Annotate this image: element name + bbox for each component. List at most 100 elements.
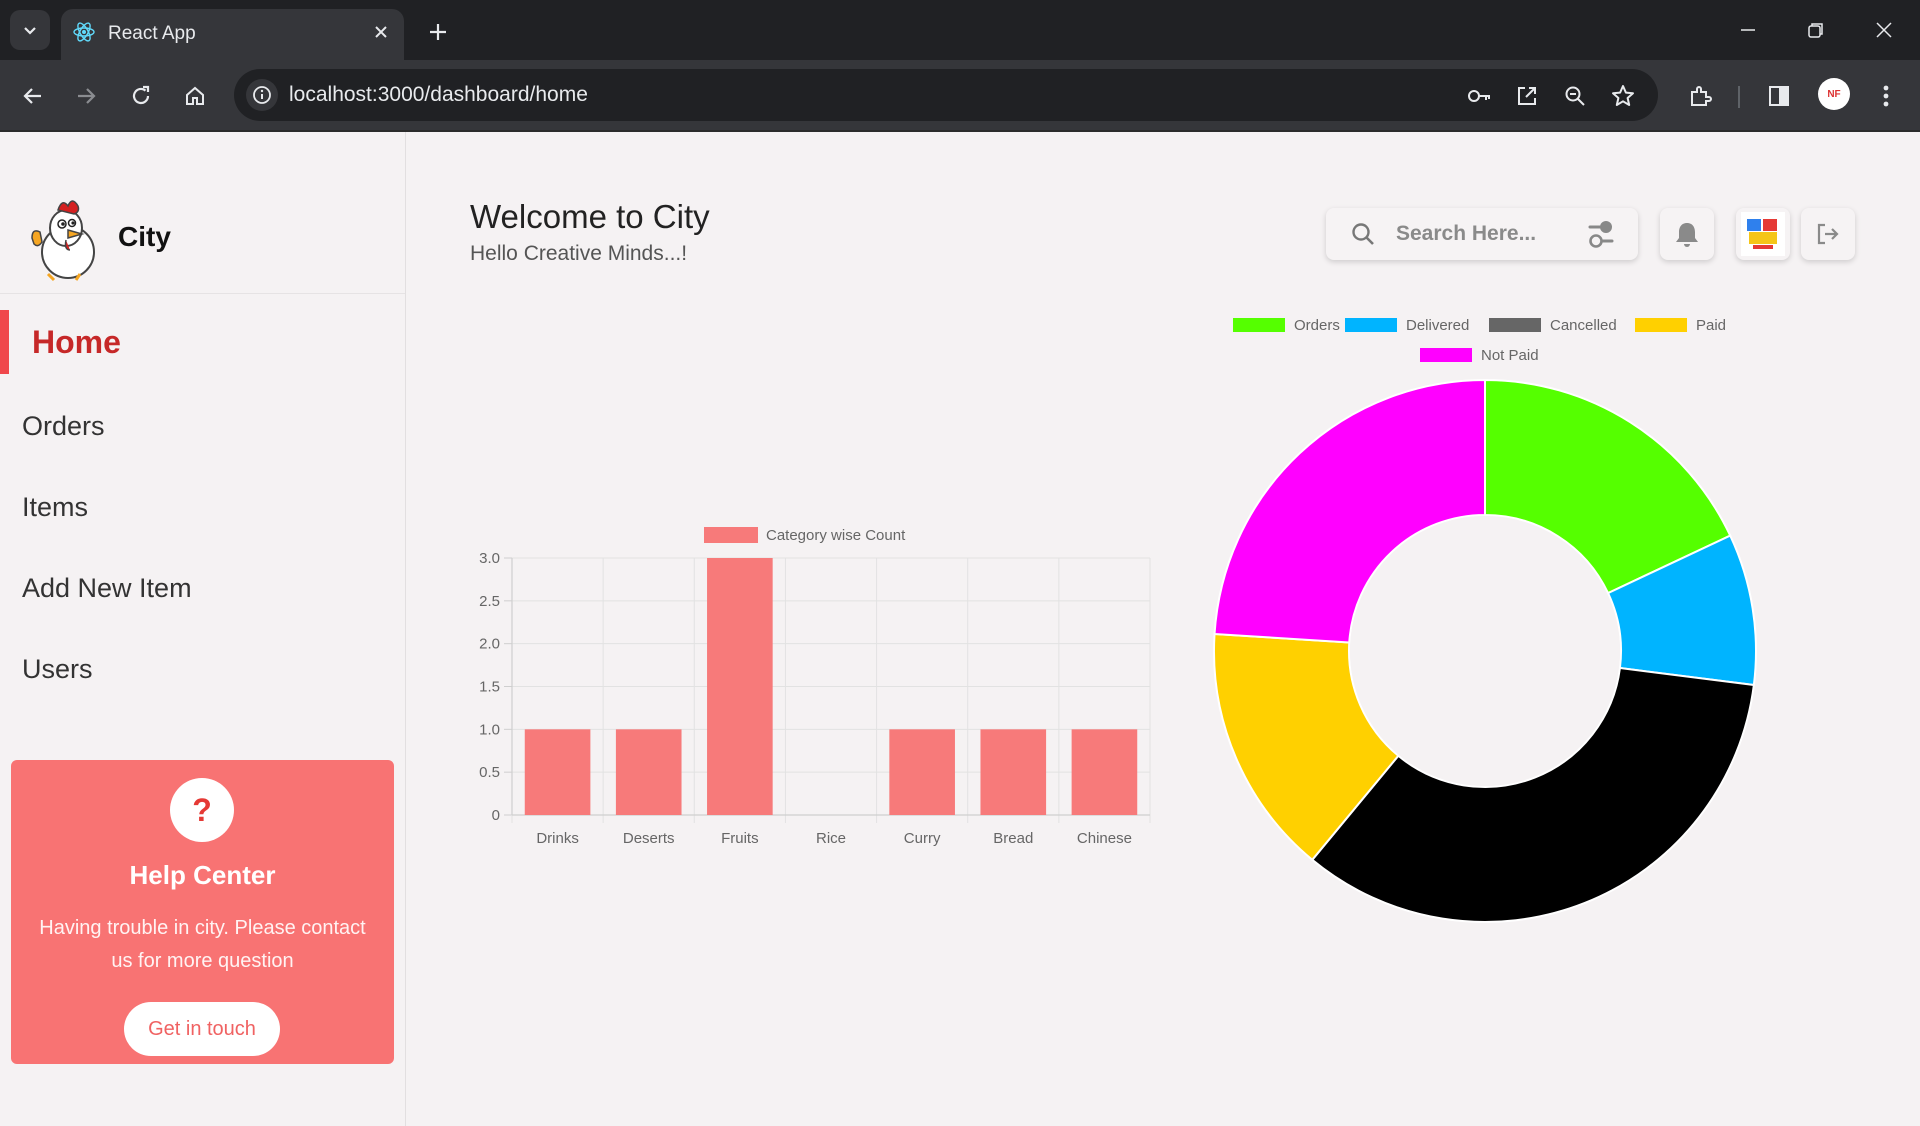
filter-icon[interactable]: [1586, 218, 1616, 250]
legend-label: Cancelled: [1550, 317, 1617, 334]
brand-name: City: [118, 221, 171, 252]
legend-label: Not Paid: [1481, 347, 1539, 364]
forward-icon[interactable]: [66, 76, 106, 116]
sidebar-item-label: Users: [22, 653, 93, 684]
get-in-touch-button[interactable]: Get in touch: [124, 1002, 280, 1056]
help-title: Help Center: [129, 860, 276, 890]
menu-kebab-icon[interactable]: [1866, 76, 1906, 116]
sidebar: City Home Orders Items Add New Item User…: [0, 132, 406, 1126]
logout-button[interactable]: [1801, 208, 1855, 260]
open-external-icon[interactable]: [1512, 81, 1542, 111]
x-tick-label: Deserts: [623, 830, 675, 847]
page-subtitle: Hello Creative Minds...!: [470, 242, 688, 265]
bar: [707, 558, 773, 815]
x-tick-label: Chinese: [1077, 830, 1132, 847]
side-panel-icon[interactable]: [1759, 76, 1799, 116]
restore-icon[interactable]: [1796, 12, 1836, 48]
close-window-icon[interactable]: [1864, 12, 1904, 48]
home-icon[interactable]: [175, 76, 215, 116]
bar: [889, 729, 955, 815]
divider: [0, 293, 405, 294]
extensions-icon[interactable]: [1680, 76, 1720, 116]
sidebar-item-add-new-item[interactable]: Add New Item: [0, 556, 405, 620]
doughnut-slice: [1484, 378, 1732, 595]
toolbar-divider: [1738, 86, 1740, 108]
address-bar[interactable]: localhost:3000/dashboard/home: [234, 69, 1658, 121]
rooster-logo-icon: [31, 200, 95, 282]
sidebar-item-label: Home: [32, 323, 121, 360]
doughnut-slice: [1213, 632, 1400, 862]
sidebar-item-users[interactable]: Users: [0, 637, 405, 701]
reload-icon[interactable]: [121, 76, 161, 116]
doughnut-hole: [1350, 516, 1620, 786]
bar: [615, 729, 682, 815]
tab-search-button[interactable]: [10, 10, 50, 50]
bar: [1071, 729, 1138, 815]
bell-icon: [1676, 223, 1698, 247]
search-box: [1326, 208, 1638, 260]
legend-swatch: [1489, 318, 1541, 332]
logout-icon: [1817, 223, 1839, 245]
browser-tab[interactable]: React App: [61, 9, 404, 60]
x-tick-label: Fruits: [721, 830, 759, 847]
sidebar-item-items[interactable]: Items: [0, 475, 405, 539]
tab-title: React App: [108, 23, 196, 44]
back-icon[interactable]: [13, 76, 53, 116]
notifications-button[interactable]: [1660, 208, 1714, 260]
x-tick-label: Curry: [904, 830, 941, 847]
new-tab-icon[interactable]: [420, 14, 456, 50]
help-text: Having trouble in city. Please contact u…: [39, 917, 366, 972]
x-tick-label: Bread: [993, 830, 1033, 847]
react-icon: [71, 19, 97, 45]
sidebar-item-home[interactable]: Home: [0, 310, 405, 374]
category-bar-chart: Category wise Count 0 0.5 1.0 1.5 2.0 2.5 3.0 Dr…: [479, 527, 1151, 847]
legend-label: Delivered: [1406, 317, 1469, 334]
profile-avatar[interactable]: NF: [1818, 78, 1850, 110]
active-indicator: [0, 310, 9, 374]
y-tick-label: 0.5: [479, 764, 500, 781]
site-info-icon[interactable]: [246, 79, 278, 111]
y-tick-label: 0: [492, 807, 500, 824]
x-tick-label: Rice: [816, 830, 846, 847]
y-tick-label: 2.0: [479, 636, 500, 653]
legend-label: Paid: [1696, 317, 1726, 334]
sidebar-item-label: Orders: [22, 410, 105, 441]
sidebar-item-label: Add New Item: [22, 572, 192, 603]
bar: [524, 729, 591, 815]
y-tick-label: 1.5: [479, 679, 500, 696]
search-input[interactable]: [1394, 218, 1564, 250]
help-center-card: ? Help Center Having trouble in city. Pl…: [11, 760, 394, 1064]
close-tab-icon[interactable]: [368, 19, 394, 45]
minimize-icon[interactable]: [1728, 12, 1768, 48]
zoom-icon[interactable]: [1560, 81, 1590, 111]
legend-label: Orders: [1294, 317, 1340, 334]
url-text: localhost:3000/dashboard/home: [289, 83, 588, 106]
y-tick-label: 3.0: [479, 550, 500, 567]
legend-swatch: [1635, 318, 1687, 332]
question-icon: ?: [170, 778, 234, 842]
y-tick-label: 1.0: [479, 721, 500, 738]
bookmark-star-icon[interactable]: [1608, 81, 1638, 111]
avatar: [1741, 212, 1785, 256]
doughnut-slice: [1213, 378, 1486, 644]
status-doughnut-chart: Orders Delivered Cancelled Paid Not Paid: [1213, 317, 1757, 923]
search-icon: [1352, 223, 1374, 245]
user-avatar-button[interactable]: [1736, 208, 1790, 260]
legend-swatch: [1345, 318, 1397, 332]
key-icon[interactable]: [1464, 81, 1494, 111]
legend-swatch: [704, 527, 758, 543]
sidebar-item-label: Items: [22, 491, 89, 522]
x-tick-label: Drinks: [536, 830, 579, 847]
sidebar-item-orders[interactable]: Orders: [0, 394, 405, 458]
y-tick-label: 2.5: [479, 593, 500, 610]
legend-swatch: [1420, 348, 1472, 362]
toolbar-border: [0, 130, 1920, 132]
chevron-down-icon: [24, 27, 36, 35]
brand[interactable]: City: [28, 192, 171, 282]
doughnut-slice: [1310, 666, 1755, 923]
browser-toolbar: localhost:3000/dashboard/home NF: [0, 60, 1920, 130]
browser-tabstrip: React App: [0, 0, 1920, 60]
bar: [980, 729, 1047, 815]
page-title: Welcome to City: [470, 198, 710, 235]
legend-swatch: [1233, 318, 1285, 332]
